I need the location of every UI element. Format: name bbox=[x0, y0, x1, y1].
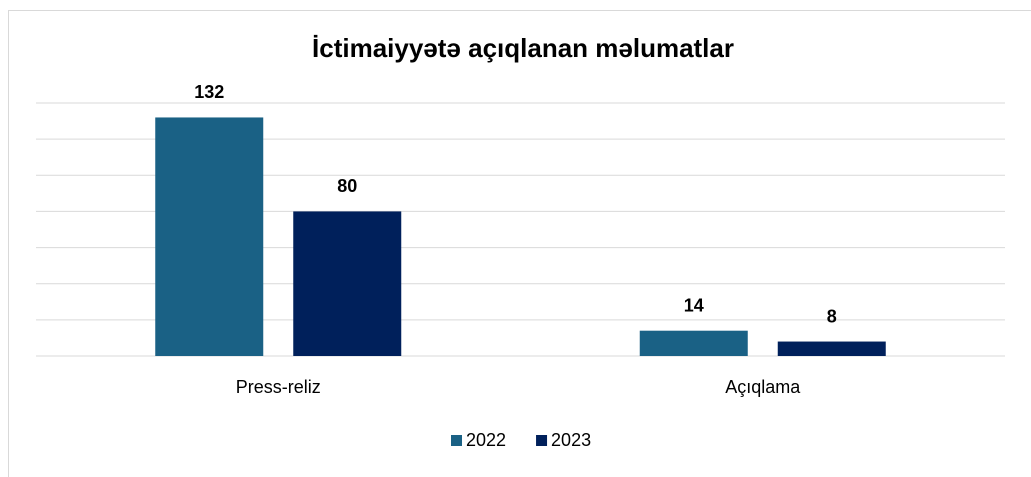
x-tick-label: Açıqlama bbox=[725, 377, 801, 397]
data-label: 14 bbox=[684, 295, 704, 315]
chart-title: İctimaiyyətə açıqlanan məlumatlar bbox=[312, 33, 734, 63]
bar bbox=[293, 211, 402, 356]
data-label: 132 bbox=[194, 82, 224, 102]
legend-label: 2023 bbox=[551, 430, 591, 450]
data-label: 80 bbox=[337, 176, 357, 196]
legend-swatch bbox=[536, 435, 548, 446]
legend-swatch bbox=[451, 435, 462, 446]
bar bbox=[639, 330, 748, 356]
bar bbox=[777, 341, 886, 356]
legend-label: 2022 bbox=[466, 430, 506, 450]
x-tick-label: Press-reliz bbox=[236, 377, 321, 397]
bar bbox=[155, 117, 264, 356]
data-label: 8 bbox=[827, 306, 837, 326]
